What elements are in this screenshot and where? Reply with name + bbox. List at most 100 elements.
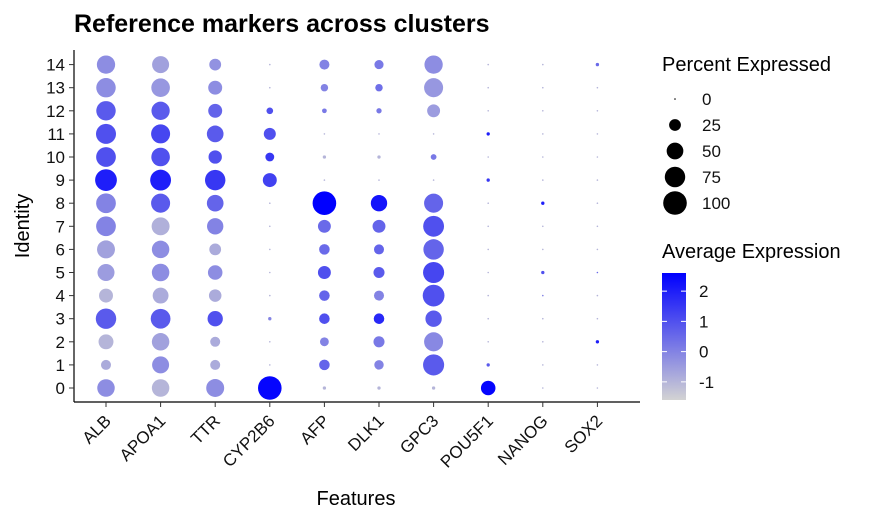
dot-alb-cluster-3 <box>95 308 117 329</box>
dot-nanog-cluster-11 <box>542 133 544 135</box>
dot-alb-cluster-1 <box>100 359 112 370</box>
dot-gpc3-cluster-9 <box>432 179 435 181</box>
dot-pou5f1-cluster-1 <box>486 363 490 367</box>
dot-dlk1-cluster-6 <box>373 244 385 255</box>
dot-pou5f1-cluster-2 <box>487 341 490 343</box>
y-tick-label: 14 <box>46 56 65 75</box>
dot-apoa1-cluster-6 <box>151 240 170 259</box>
dot-alb-cluster-4 <box>99 288 113 303</box>
y-tick-label: 9 <box>56 171 65 190</box>
size-legend-dot <box>669 119 681 131</box>
dot-sox2-cluster-9 <box>596 179 599 181</box>
dot-dlk1-cluster-2 <box>373 336 385 348</box>
dot-dlk1-cluster-4 <box>373 290 385 301</box>
size-legend-label: 25 <box>702 116 721 135</box>
dot-ttr-cluster-5 <box>207 265 223 280</box>
x-tick-label: ALB <box>79 411 115 447</box>
dot-alb-cluster-12 <box>96 101 116 121</box>
dot-gpc3-cluster-4 <box>422 284 445 307</box>
dot-pou5f1-cluster-7 <box>487 225 490 228</box>
dot-nanog-cluster-10 <box>542 156 544 158</box>
dot-ttr-cluster-12 <box>208 103 223 118</box>
dot-cyp2b6-cluster-9 <box>262 173 277 188</box>
dot-cyp2b6-cluster-6 <box>269 248 271 251</box>
dot-pou5f1-cluster-10 <box>487 156 490 158</box>
dot-alb-cluster-2 <box>98 334 114 350</box>
dot-dlk1-cluster-8 <box>370 195 388 212</box>
y-tick-label: 0 <box>56 379 65 398</box>
color-legend-label: 2 <box>699 282 708 301</box>
dot-gpc3-cluster-1 <box>423 354 445 376</box>
dot-apoa1-cluster-1 <box>152 356 170 374</box>
dot-cyp2b6-cluster-10 <box>265 152 275 162</box>
dot-sox2-cluster-10 <box>596 156 599 158</box>
y-tick-label: 2 <box>56 333 65 352</box>
y-tick-label: 12 <box>46 102 65 121</box>
dot-sox2-cluster-8 <box>596 202 599 204</box>
y-tick-label: 13 <box>46 79 65 98</box>
dot-gpc3-cluster-5 <box>423 261 445 284</box>
dot-gpc3-cluster-2 <box>424 332 444 352</box>
y-axis-title: Identity <box>12 194 34 258</box>
dot-gpc3-cluster-14 <box>424 55 443 74</box>
dot-sox2-cluster-14 <box>595 62 600 67</box>
dot-afp-cluster-5 <box>317 266 331 279</box>
x-axis-title: Features <box>317 488 396 510</box>
chart-title: Reference markers across clusters <box>74 10 490 38</box>
dot-gpc3-cluster-6 <box>423 239 444 260</box>
dot-pou5f1-cluster-4 <box>487 294 490 297</box>
y-tick-label: 8 <box>56 194 65 213</box>
dot-pou5f1-cluster-8 <box>487 202 490 204</box>
dot-cyp2b6-cluster-12 <box>266 107 274 115</box>
dot-alb-cluster-8 <box>96 193 116 214</box>
dot-gpc3-cluster-0 <box>431 386 436 390</box>
dot-alb-cluster-13 <box>96 77 116 98</box>
dot-nanog-cluster-2 <box>542 341 544 343</box>
dot-pou5f1-cluster-0 <box>480 380 496 396</box>
dots <box>95 55 600 400</box>
dot-ttr-cluster-6 <box>209 243 222 256</box>
y-tick-label: 7 <box>56 217 65 236</box>
dot-nanog-cluster-9 <box>542 179 544 181</box>
dot-sox2-cluster-1 <box>596 364 599 366</box>
color-legend-label: 1 <box>699 312 708 331</box>
dot-apoa1-cluster-0 <box>151 379 170 397</box>
dot-cyp2b6-cluster-4 <box>269 294 271 297</box>
dot-afp-cluster-14 <box>319 59 330 70</box>
size-legend-title: Percent Expressed <box>662 54 831 76</box>
dot-cyp2b6-cluster-0 <box>258 376 282 400</box>
dot-alb-cluster-14 <box>96 55 116 74</box>
dot-alb-cluster-10 <box>96 147 116 167</box>
dot-gpc3-cluster-8 <box>424 193 444 213</box>
dot-ttr-cluster-10 <box>208 150 222 164</box>
x-tick-label: APOA1 <box>116 411 170 465</box>
dot-gpc3-cluster-7 <box>423 215 445 237</box>
dot-afp-cluster-6 <box>319 244 330 255</box>
dot-afp-cluster-0 <box>322 386 327 390</box>
color-legend: Average Expression 2 1 0 -1 <box>662 241 841 400</box>
dot-alb-cluster-7 <box>96 216 116 237</box>
dot-dlk1-cluster-11 <box>378 133 380 135</box>
dot-nanog-cluster-12 <box>542 110 544 112</box>
dot-afp-cluster-1 <box>319 359 330 371</box>
dot-ttr-cluster-0 <box>206 379 225 397</box>
dot-cyp2b6-cluster-5 <box>269 271 271 274</box>
y-tick-label: 4 <box>56 287 65 306</box>
dot-gpc3-cluster-13 <box>424 78 444 98</box>
dot-sox2-cluster-7 <box>596 225 599 228</box>
dot-sox2-cluster-11 <box>596 133 599 135</box>
x-tick-label: NANOG <box>494 411 552 469</box>
dot-ttr-cluster-13 <box>208 80 223 95</box>
dot-dlk1-cluster-7 <box>372 219 386 233</box>
dot-apoa1-cluster-9 <box>150 169 172 191</box>
dot-sox2-cluster-4 <box>596 294 599 297</box>
dot-apoa1-cluster-5 <box>151 263 170 282</box>
dot-sox2-cluster-6 <box>596 248 599 251</box>
dot-alb-cluster-0 <box>97 379 115 397</box>
x-tick-label: AFP <box>296 411 333 448</box>
dot-apoa1-cluster-11 <box>151 124 171 144</box>
dot-gpc3-cluster-12 <box>427 104 441 118</box>
size-legend-label: 100 <box>702 194 730 213</box>
